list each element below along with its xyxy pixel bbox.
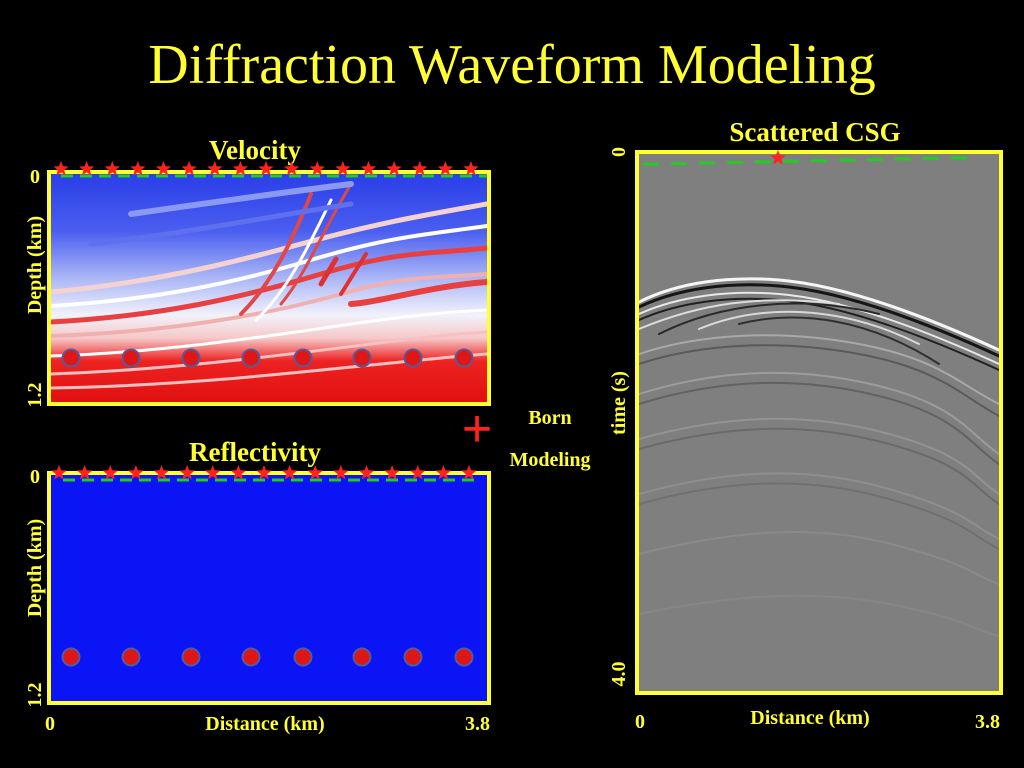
reflectivity-x-right-label: 3.8 (465, 713, 490, 735)
source-star-icon (207, 161, 223, 176)
csg-title: Scattered CSG (729, 117, 901, 147)
reflectivity-title: Reflectivity (189, 437, 321, 467)
scatter-point (121, 647, 141, 667)
source-star-icon (130, 161, 146, 176)
csg-panel (635, 150, 1003, 695)
source-star-icon (51, 465, 67, 480)
reflectivity-x-left-label: 0 (45, 713, 55, 735)
scatter-point (403, 348, 423, 368)
source-star-icon (412, 161, 428, 176)
scatter-point (181, 348, 201, 368)
source-star-icon (77, 465, 93, 480)
reflectivity-y-top-label: 0 (30, 466, 40, 488)
source-star-icon (282, 465, 298, 480)
velocity-scatter-points (61, 348, 474, 368)
csg-y-axis-label: time (s) (608, 371, 630, 435)
source-star-icon (384, 465, 400, 480)
scatter-point (352, 647, 372, 667)
reflectivity-x-axis-label: Distance (km) (205, 713, 325, 735)
scatter-point (352, 348, 372, 368)
born-label: Born (528, 407, 572, 429)
plus-operator: + (461, 400, 493, 458)
source-star-icon (153, 465, 170, 480)
reflectivity-panel (47, 471, 491, 705)
scatter-point (241, 348, 261, 368)
scatter-point (454, 348, 474, 368)
source-star-icon (284, 161, 300, 176)
source-star-icon (104, 161, 120, 176)
source-star-icon (435, 465, 451, 480)
source-star-icon (333, 465, 349, 480)
source-star-icon (309, 161, 325, 176)
reflectivity-image (51, 475, 487, 701)
source-star-icon (461, 465, 477, 480)
source-star-icon (230, 465, 246, 480)
source-star-icon (205, 465, 221, 480)
source-star-icon (358, 465, 375, 480)
source-star-icon (770, 150, 786, 165)
scatter-point (61, 348, 81, 368)
csg-receiver-line (642, 156, 968, 166)
scatter-point (181, 647, 201, 667)
velocity-y-bottom-label: 1.2 (24, 382, 46, 408)
velocity-image (51, 174, 487, 402)
source-star-icon (386, 161, 402, 176)
source-star-icon (53, 161, 69, 176)
source-star-icon (79, 161, 95, 176)
source-star-icon (258, 161, 274, 176)
scatter-point (241, 647, 261, 667)
source-star-icon (256, 465, 272, 480)
source-star-icon (307, 465, 323, 480)
csg-y-bottom-label: 4.0 (608, 661, 630, 687)
csg-image (639, 154, 999, 691)
source-star-icon (128, 465, 144, 480)
source-star-icon (102, 465, 118, 480)
velocity-panel (47, 170, 491, 406)
scatter-point (454, 647, 474, 667)
velocity-y-top-label: 0 (30, 166, 40, 188)
csg-source-star (770, 150, 786, 165)
source-star-icon (155, 161, 172, 176)
source-star-icon (232, 161, 248, 176)
source-star-icon (437, 161, 453, 176)
scatter-point (403, 647, 423, 667)
reflectivity-scatter-points (61, 647, 474, 667)
source-star-icon (360, 161, 377, 176)
source-star-icon (335, 161, 351, 176)
reflectivity-y-axis-label: Depth (km) (24, 518, 46, 618)
scatter-point (293, 348, 313, 368)
source-star-icon (181, 161, 197, 176)
source-star-icon (410, 465, 426, 480)
scatter-point (121, 348, 141, 368)
scatter-point (293, 647, 313, 667)
reflectivity-source-stars (51, 465, 477, 480)
csg-y-top-label: 0 (608, 147, 630, 157)
velocity-source-stars (53, 161, 479, 176)
csg-x-right-label: 3.8 (975, 711, 1000, 733)
source-star-icon (179, 465, 195, 480)
csg-x-axis-label: Distance (km) (750, 707, 870, 729)
velocity-y-axis-label: Depth (km) (24, 215, 46, 315)
page-title: Diffraction Waveform Modeling (148, 34, 876, 96)
csg-x-left-label: 0 (635, 711, 645, 733)
velocity-title: Velocity (209, 135, 301, 165)
source-star-icon (463, 161, 479, 176)
modeling-label: Modeling (509, 449, 591, 471)
scatter-point (61, 647, 81, 667)
